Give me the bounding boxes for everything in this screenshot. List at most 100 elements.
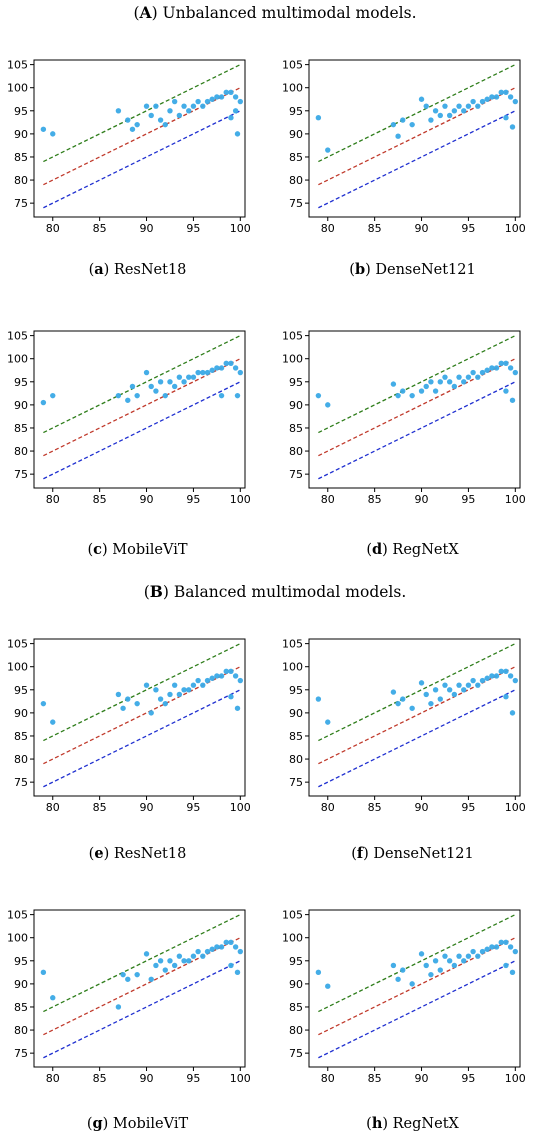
data-point xyxy=(167,108,173,114)
y-tick-label: 105 xyxy=(282,59,303,72)
data-point xyxy=(171,98,178,105)
data-point xyxy=(512,677,519,684)
data-point xyxy=(162,700,168,707)
data-point xyxy=(498,89,504,96)
data-point xyxy=(214,673,220,679)
data-point xyxy=(479,677,486,684)
data-point xyxy=(395,392,401,399)
x-tick-label: 90 xyxy=(140,493,154,506)
upper-bound-line xyxy=(318,335,516,434)
y-tick-label: 80 xyxy=(289,753,303,766)
data-point xyxy=(498,668,504,675)
data-point xyxy=(186,958,192,964)
data-point xyxy=(432,388,439,394)
data-point xyxy=(325,402,331,408)
plot-frame xyxy=(33,909,246,1068)
lower-bound-line xyxy=(318,110,516,209)
data-point xyxy=(325,147,331,153)
data-point xyxy=(428,117,434,123)
data-point xyxy=(190,682,197,688)
data-point xyxy=(186,108,192,114)
y-tick-label: 100 xyxy=(7,82,28,95)
data-point xyxy=(237,369,244,376)
data-point xyxy=(484,675,490,681)
data-point xyxy=(437,967,443,973)
data-point xyxy=(167,691,173,698)
y-tick-label: 90 xyxy=(289,978,303,991)
data-point xyxy=(134,121,140,128)
data-point xyxy=(479,948,486,955)
y-tick-label: 80 xyxy=(14,174,28,187)
data-point xyxy=(503,360,509,367)
y-tick-label: 80 xyxy=(14,753,28,766)
data-point xyxy=(423,691,429,698)
data-point xyxy=(507,365,514,371)
data-point xyxy=(237,98,244,105)
data-point xyxy=(428,700,434,707)
data-point xyxy=(432,687,439,693)
data-point xyxy=(50,719,56,725)
y-tick-label: 90 xyxy=(14,707,28,720)
data-point xyxy=(409,981,415,987)
data-point xyxy=(503,939,509,946)
data-point xyxy=(451,962,458,969)
data-point xyxy=(157,379,164,385)
data-point xyxy=(153,687,159,693)
data-point xyxy=(465,103,472,109)
data-point xyxy=(509,124,516,130)
upper-bound-line xyxy=(318,64,516,163)
data-point xyxy=(162,392,168,399)
data-point xyxy=(432,108,439,114)
data-point xyxy=(228,694,234,700)
data-point xyxy=(125,976,131,982)
y-tick-label: 90 xyxy=(14,399,28,412)
data-point xyxy=(437,379,443,385)
data-point xyxy=(489,673,495,679)
data-point xyxy=(509,397,516,403)
data-point xyxy=(214,94,220,100)
x-tick-label: 95 xyxy=(186,222,200,235)
data-point xyxy=(498,360,504,367)
data-point xyxy=(162,121,168,128)
data-point xyxy=(195,98,201,105)
data-point xyxy=(157,696,164,702)
scatter-panel-g: 80 85 90 95 100 75 80 85 90 95 100 105 xyxy=(7,909,251,1085)
data-point xyxy=(120,705,126,711)
x-tick-label: 100 xyxy=(230,1072,251,1085)
y-tick-label: 75 xyxy=(289,1047,303,1060)
data-point xyxy=(234,705,241,711)
y-tick-label: 75 xyxy=(289,197,303,210)
x-tick-label: 85 xyxy=(93,801,107,814)
data-point xyxy=(143,369,150,376)
data-point xyxy=(503,115,509,121)
y-tick-label: 105 xyxy=(7,638,28,651)
x-tick-label: 85 xyxy=(93,493,107,506)
data-point xyxy=(148,710,154,716)
data-point xyxy=(446,958,453,964)
data-point xyxy=(204,369,211,376)
caption-f: (f) DenseNet121 xyxy=(351,845,474,862)
x-tick-label: 80 xyxy=(321,493,335,506)
x-tick-label: 80 xyxy=(46,222,60,235)
x-tick-label: 90 xyxy=(415,1072,429,1085)
data-point xyxy=(176,953,183,959)
y-tick-label: 95 xyxy=(14,376,28,389)
x-tick-label: 85 xyxy=(93,1072,107,1085)
caption-a: (a) ResNet18 xyxy=(88,261,187,278)
x-tick-label: 80 xyxy=(46,493,60,506)
data-point xyxy=(451,108,458,114)
data-point xyxy=(181,103,187,109)
data-point xyxy=(503,388,509,394)
x-tick-label: 90 xyxy=(140,801,154,814)
data-point xyxy=(456,374,462,380)
x-tick-label: 95 xyxy=(461,1072,475,1085)
x-tick-label: 90 xyxy=(140,222,154,235)
lower-bound-line xyxy=(43,381,241,480)
data-point xyxy=(325,983,331,989)
data-point xyxy=(390,381,397,387)
data-point xyxy=(115,392,122,399)
data-point xyxy=(465,953,472,959)
data-point xyxy=(148,976,154,982)
upper-bound-line xyxy=(43,914,241,1013)
x-tick-label: 100 xyxy=(505,222,526,235)
